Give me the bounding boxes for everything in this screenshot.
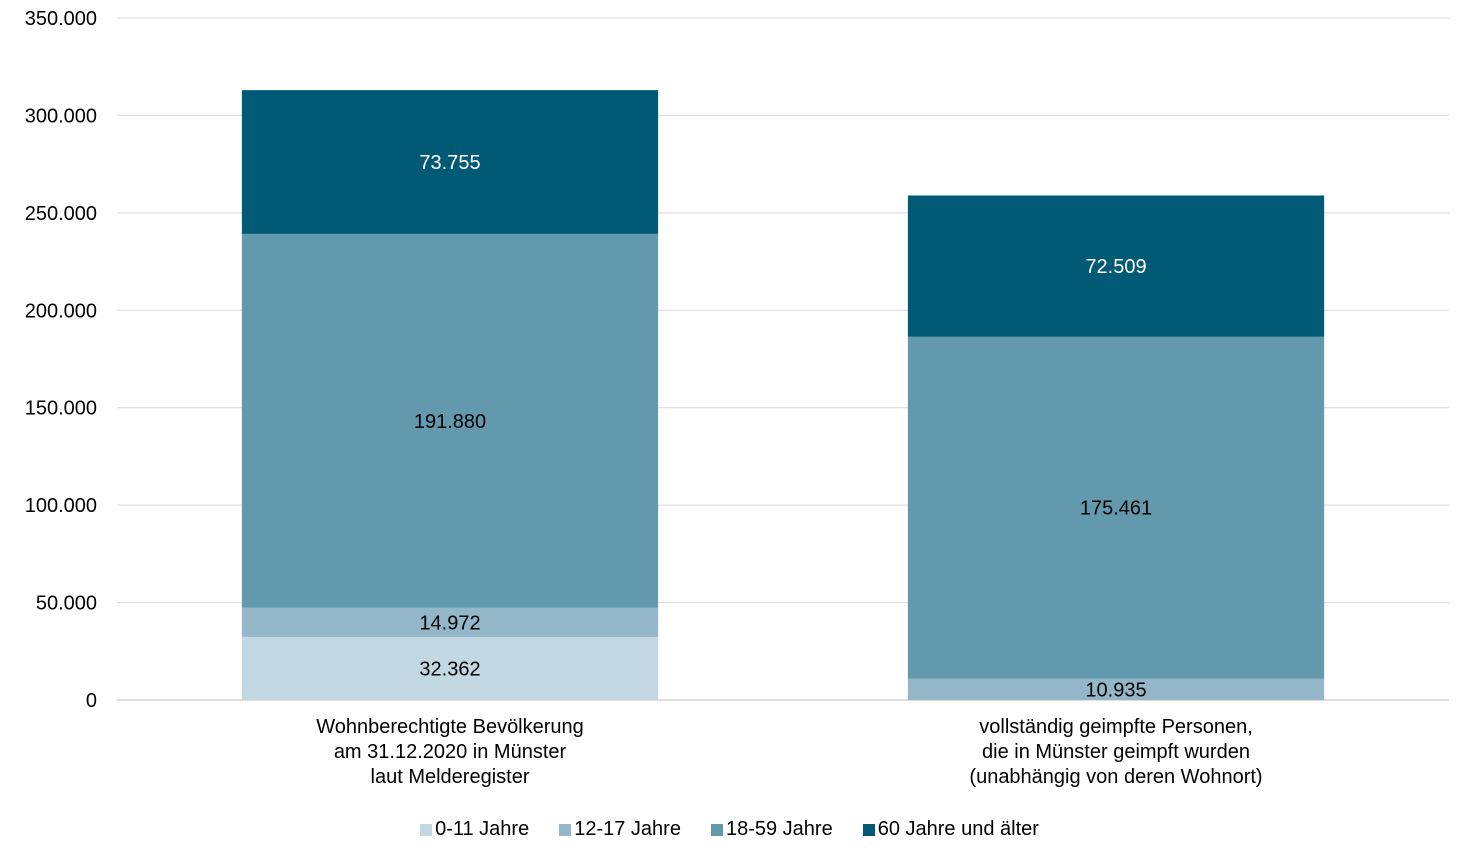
y-tick-label: 250.000 (25, 203, 97, 225)
y-tick-label: 50.000 (36, 593, 97, 615)
data-label: 175.461 (1080, 498, 1152, 520)
data-label: 14.972 (419, 612, 480, 634)
y-tick-label: 0 (86, 690, 97, 712)
legend-item-0-11: 0-11 Jahre (420, 818, 529, 841)
x-category-label: (unabhängig von deren Wohnort) (969, 766, 1262, 788)
bar-segment (907, 678, 1325, 700)
x-category-label: laut Melderegister (371, 766, 530, 788)
legend-label-18-59: 18-59 Jahre (725, 818, 833, 840)
x-category-label: am 31.12.2020 in Münster (334, 741, 567, 763)
data-label: 32.362 (419, 658, 480, 680)
data-label: 73.755 (419, 152, 480, 174)
legend-item-12-17: 12-17 Jahre (559, 818, 681, 841)
y-tick-label: 100.000 (25, 495, 97, 517)
y-tick-label: 150.000 (25, 398, 97, 420)
x-category-label: Wohnberechtigte Bevölkerung (316, 716, 584, 738)
legend-label-12-17: 12-17 Jahre (574, 818, 681, 840)
y-tick-label: 200.000 (25, 300, 97, 322)
bar-segment (907, 195, 1325, 337)
bar-segment (241, 233, 659, 608)
legend-label-60-plus: 60 Jahre und älter (877, 818, 1039, 840)
bar-segment (241, 607, 659, 637)
bar-segment (907, 336, 1325, 679)
legend-label-0-11: 0-11 Jahre (435, 818, 530, 840)
x-category-label: die in Münster geimpft wurden (982, 741, 1250, 763)
legend-item-18-59: 18-59 Jahre (710, 818, 833, 841)
x-category-label: vollständig geimpfte Personen, (979, 716, 1253, 738)
data-label: 191.880 (414, 411, 486, 433)
legend-swatch-18-59 (710, 823, 723, 836)
legend-item-60-plus: 60 Jahre und älter (862, 818, 1039, 841)
bar-segment (241, 90, 659, 234)
data-label: 72.509 (1085, 256, 1146, 278)
legend-swatch-12-17 (559, 823, 572, 836)
y-tick-label: 350.000 (25, 8, 97, 30)
legend-swatch-0-11 (420, 823, 433, 836)
data-label: 10.935 (1085, 679, 1146, 701)
y-tick-label: 300.000 (25, 105, 97, 127)
legend: 0-11 Jahre 12-17 Jahre 18-59 Jahre 60 Ja… (0, 818, 1459, 841)
bar-segment (241, 636, 659, 700)
legend-swatch-60-plus (862, 823, 875, 836)
